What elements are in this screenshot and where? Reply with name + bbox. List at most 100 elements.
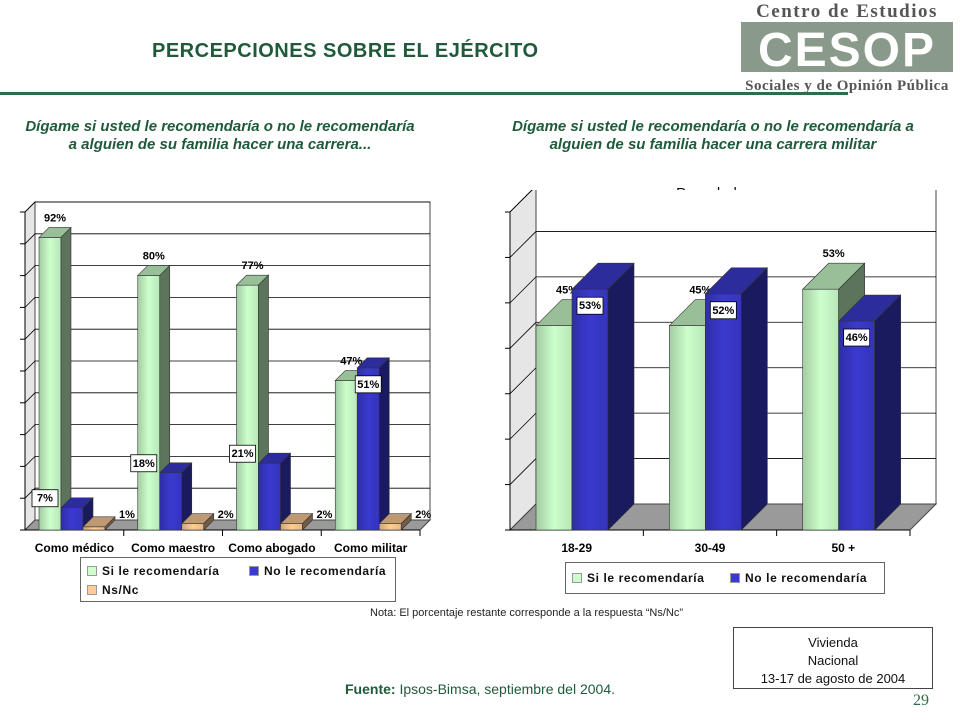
bar-no (571, 262, 635, 531)
data-label-box (576, 296, 604, 315)
gridline (24, 265, 430, 276)
bar-side (741, 267, 768, 531)
x-tick-label: 18-29 (561, 541, 592, 555)
bar-no (257, 452, 292, 531)
logo-mark: CESOP (758, 24, 936, 77)
data-label: 53% (579, 300, 601, 312)
logo-line2: Sociales y de Opinión Pública (745, 78, 949, 94)
bar-nsnc (279, 512, 314, 531)
x-tick-label: 50 + (831, 541, 855, 555)
data-label: 80% (143, 251, 165, 263)
bar-front (802, 288, 839, 531)
source-label: Fuente: (345, 681, 396, 697)
x-tick-label: Como maestro (131, 541, 215, 555)
gridline (24, 233, 430, 245)
gridline (24, 424, 430, 435)
data-label: 2% (218, 509, 234, 521)
x-tick-label: Como militar (334, 541, 408, 555)
data-label: 2% (415, 509, 431, 521)
gridline (24, 328, 430, 340)
gridline (509, 231, 936, 258)
legend-item-si: Si le recomendaría (87, 564, 220, 578)
gridline (24, 360, 430, 372)
gridline (509, 276, 936, 304)
bar-front (378, 523, 402, 531)
bar-front (181, 523, 205, 531)
bar-front (236, 284, 259, 531)
x-tick-label: Como abogado (228, 541, 315, 555)
bar-front (159, 472, 183, 531)
bar-front (60, 507, 84, 531)
data-label-box (229, 444, 256, 463)
data-label-box (31, 489, 59, 508)
bar-front (137, 275, 161, 531)
data-label: 52% (712, 305, 734, 317)
bar-side (60, 226, 72, 531)
bar-front (535, 325, 573, 531)
bar-si (38, 226, 72, 531)
bar-front (838, 320, 875, 531)
gridline (24, 487, 430, 499)
data-label: 18% (133, 458, 155, 470)
bar-front (705, 293, 742, 531)
bar-side (104, 516, 116, 531)
legend-swatch-no (249, 566, 259, 576)
data-label: 77% (241, 260, 263, 272)
data-label: 7% (37, 493, 53, 505)
legend-swatch-si (87, 566, 97, 576)
gridline (509, 190, 533, 213)
header-rule (0, 92, 848, 95)
data-label: 51% (357, 379, 379, 391)
data-label: 53% (823, 248, 845, 260)
gridline (24, 201, 430, 213)
bar-front (334, 380, 358, 531)
side-wall (509, 190, 537, 532)
cesop-logo: Centro de Estudios CESOP Sociales y de O… (741, 1, 953, 94)
data-label-box (130, 454, 158, 473)
survey-info-line1: Vivienda (808, 635, 858, 650)
gridline (24, 455, 430, 467)
legend-left: Si le recomendaría No le recomendaría Ns… (80, 557, 396, 602)
bar-no (60, 497, 94, 531)
gridline (24, 297, 430, 308)
source-line: Fuente: Ipsos-Bimsa, septiembre del 2004… (345, 681, 615, 697)
page-title: PERCEPCIONES SOBRE EL EJÉRCITO (152, 40, 539, 62)
survey-info-line3: 13-17 de agosto de 2004 (760, 671, 906, 686)
legend2-swatch-no (730, 573, 740, 583)
bar-front (280, 523, 303, 531)
legend-item-nsnc: Ns/Nc (87, 583, 139, 597)
legend-label-nsnc: Ns/Nc (102, 583, 140, 597)
bar-side (302, 512, 313, 531)
bar-no (837, 294, 902, 531)
legend2-item-si: Si le recomendaría (572, 571, 705, 585)
x-tick-label: Como médico (35, 541, 114, 555)
legend-label-si: Si le recomendaría (102, 564, 220, 578)
data-label-box (709, 301, 737, 320)
legend2-label-no: No le recomendaría (745, 571, 868, 585)
bar-side (400, 512, 412, 531)
gridline (24, 392, 430, 404)
legend-swatch-nsnc (87, 585, 97, 595)
bar-nsnc (82, 516, 116, 531)
legend2-item-no: No le recomendaría (730, 571, 867, 585)
data-label: 2% (317, 509, 333, 521)
bar-front (258, 462, 281, 531)
legend2-swatch-si (572, 573, 582, 583)
bar-front (82, 526, 106, 531)
chart-careers: Como médico 92% 7% 1% Como maestro 80% 18% 2% Co… (20, 200, 431, 555)
bar-nsnc (181, 512, 215, 531)
legend-right: Si le recomendaría No le recomendaría (565, 562, 885, 594)
footnote: Nota: El porcentaje restante corresponde… (370, 607, 684, 619)
source-text: Ipsos-Bimsa, septiembre del 2004. (399, 681, 616, 697)
bar-front (669, 325, 706, 531)
legend-label-no: No le recomendaría (264, 564, 387, 578)
data-label-box (354, 375, 382, 394)
x-tick-label: 30-49 (695, 541, 726, 555)
bar-side (607, 262, 635, 531)
data-label: 46% (846, 332, 868, 344)
bar-side (203, 512, 215, 531)
logo-line1: Centro de Estudios (756, 1, 938, 22)
page-number: 29 (913, 692, 929, 709)
survey-info-line2: Nacional (807, 653, 859, 668)
